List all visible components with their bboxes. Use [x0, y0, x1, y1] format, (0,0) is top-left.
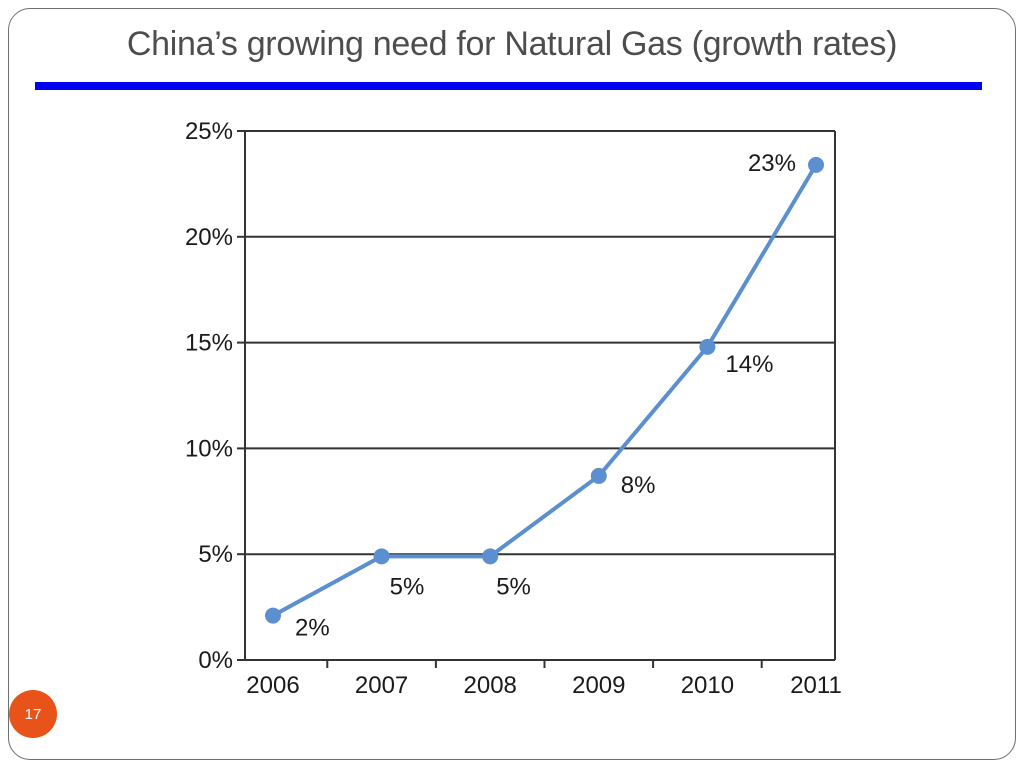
y-tick-label-25: 25%: [185, 118, 233, 145]
data-labels: 2% 5% 5% 8% 14% 23%: [295, 150, 796, 642]
x-tick-labels: 2006 2007 2008 2009 2010 2011: [246, 672, 842, 699]
y-tick-label-10: 10%: [185, 435, 233, 462]
data-point-2009: [590, 467, 607, 484]
data-point-2010: [699, 338, 716, 355]
data-point-2008: [482, 548, 499, 565]
y-tick-label-15: 15%: [185, 330, 233, 357]
data-label-2007: 5%: [390, 573, 425, 600]
data-label-2010: 14%: [725, 351, 773, 378]
x-tick-label-2007: 2007: [355, 672, 408, 699]
x-tick-label-2008: 2008: [464, 672, 517, 699]
series-growth: [265, 156, 824, 624]
x-tick-label-2009: 2009: [572, 672, 625, 699]
title-rule: [35, 82, 982, 90]
grid-lines: [237, 130, 835, 668]
y-tick-labels: 0% 5% 10% 15% 20% 25%: [185, 118, 233, 674]
data-point-2007: [373, 548, 390, 565]
x-tick-label-2011: 2011: [790, 672, 842, 699]
x-tick-label-2006: 2006: [246, 672, 299, 699]
plot-area: [245, 131, 835, 659]
x-tick-label-2010: 2010: [681, 672, 734, 699]
data-label-2006: 2%: [295, 615, 330, 642]
y-tick-label-0: 0%: [198, 647, 233, 674]
data-point-2011: [808, 156, 824, 173]
data-label-2008: 5%: [496, 573, 531, 600]
slide-frame: China’s growing need for Natural Gas (gr…: [8, 8, 1016, 760]
slide-title: China’s growing need for Natural Gas (gr…: [126, 25, 898, 63]
data-label-2009: 8%: [621, 472, 656, 499]
data-label-2011: 23%: [748, 150, 796, 177]
y-tick-label-5: 5%: [198, 541, 233, 568]
y-tick-label-20: 20%: [185, 224, 233, 251]
series-line: [272, 163, 818, 618]
page-number-badge: 17: [9, 690, 57, 738]
data-point-2006: [265, 607, 281, 624]
